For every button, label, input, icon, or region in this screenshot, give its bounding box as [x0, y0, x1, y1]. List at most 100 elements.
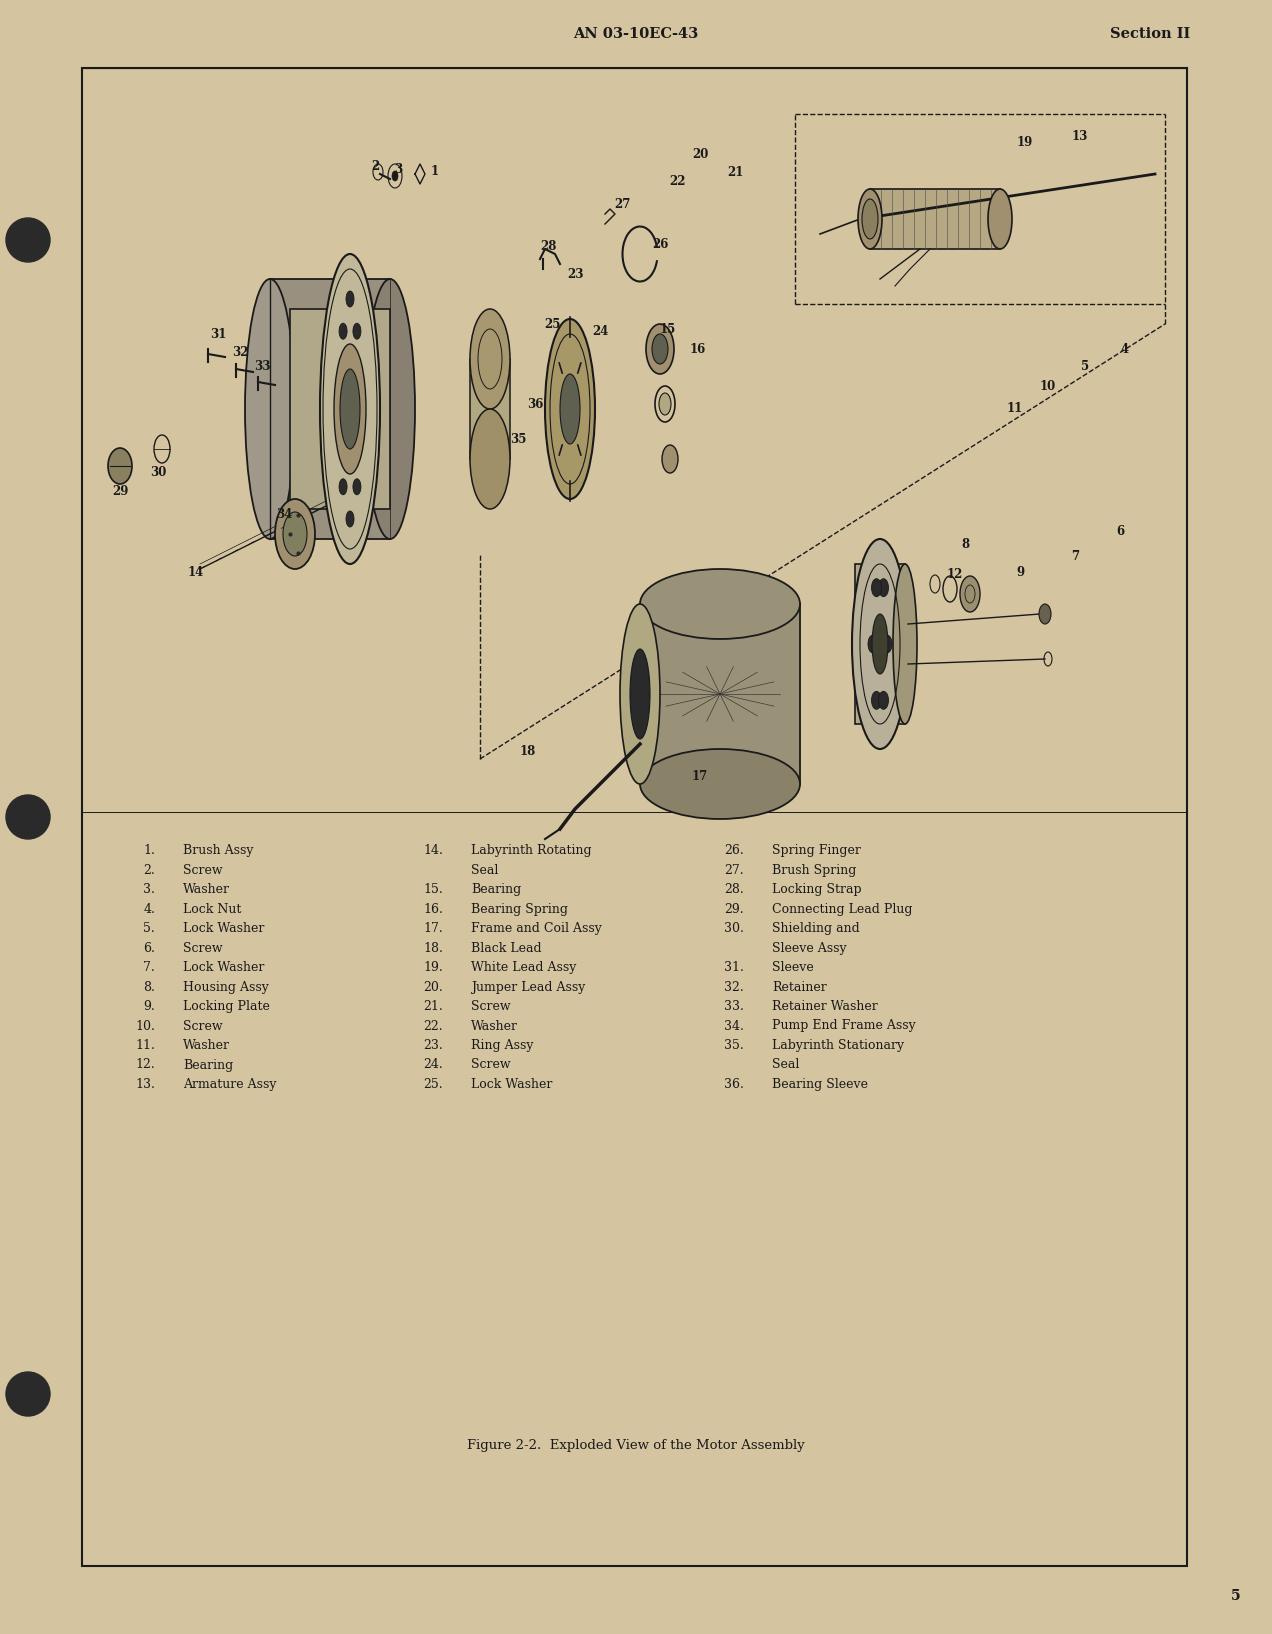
Ellipse shape: [392, 172, 398, 181]
Ellipse shape: [340, 369, 360, 449]
Ellipse shape: [346, 511, 354, 528]
Text: Sleeve Assy: Sleeve Assy: [772, 941, 847, 954]
Ellipse shape: [988, 190, 1013, 248]
Circle shape: [6, 217, 50, 261]
Text: 5: 5: [1081, 359, 1089, 373]
Text: 22.: 22.: [424, 1020, 443, 1033]
Ellipse shape: [630, 649, 650, 739]
Ellipse shape: [873, 614, 888, 673]
Ellipse shape: [893, 564, 917, 724]
Text: 13: 13: [1072, 129, 1088, 142]
Text: Pump End Frame Assy: Pump End Frame Assy: [772, 1020, 916, 1033]
Bar: [640, 605, 800, 784]
Text: 12.: 12.: [135, 1059, 155, 1072]
Text: Spring Finger: Spring Finger: [772, 845, 861, 856]
Text: 24: 24: [591, 325, 608, 338]
Ellipse shape: [852, 539, 908, 748]
Text: 19: 19: [1016, 136, 1033, 149]
Bar: [81, 69, 1187, 1565]
Text: 1.: 1.: [144, 845, 155, 856]
Text: Washer: Washer: [183, 882, 230, 895]
Ellipse shape: [619, 605, 660, 784]
Ellipse shape: [1039, 605, 1051, 624]
Text: Locking Strap: Locking Strap: [772, 882, 861, 895]
Text: Seal: Seal: [772, 1059, 799, 1072]
Text: 17.: 17.: [424, 922, 443, 935]
Ellipse shape: [871, 578, 881, 596]
Text: Bearing Spring: Bearing Spring: [471, 902, 569, 915]
Text: 21.: 21.: [424, 1000, 443, 1013]
Text: Screw: Screw: [183, 941, 223, 954]
Ellipse shape: [321, 253, 380, 564]
Text: Shielding and: Shielding and: [772, 922, 860, 935]
Bar: [870, 190, 1000, 248]
Ellipse shape: [352, 324, 361, 340]
Text: 2: 2: [371, 160, 379, 173]
Text: 25.: 25.: [424, 1078, 443, 1092]
Text: 14.: 14.: [424, 845, 443, 856]
Ellipse shape: [108, 448, 132, 484]
Text: 3.: 3.: [144, 882, 155, 895]
Text: Washer: Washer: [183, 1039, 230, 1052]
Text: Screw: Screw: [471, 1059, 510, 1072]
Text: 30.: 30.: [724, 922, 744, 935]
Text: 14: 14: [188, 565, 204, 578]
Text: 13.: 13.: [135, 1078, 155, 1092]
Text: Jumper Lead Assy: Jumper Lead Assy: [471, 980, 585, 993]
Text: Bearing: Bearing: [471, 882, 522, 895]
Bar: [270, 279, 391, 539]
Ellipse shape: [859, 190, 881, 248]
Text: 1: 1: [431, 165, 439, 178]
Text: 33.: 33.: [724, 1000, 744, 1013]
Text: Brush Spring: Brush Spring: [772, 863, 856, 876]
Ellipse shape: [352, 479, 361, 495]
Circle shape: [6, 796, 50, 838]
Text: 32.: 32.: [724, 980, 744, 993]
Text: Figure 2-2.  Exploded View of the Motor Assembly: Figure 2-2. Exploded View of the Motor A…: [467, 1440, 805, 1453]
Ellipse shape: [640, 569, 800, 639]
Text: 22: 22: [670, 175, 687, 188]
Text: 28: 28: [539, 240, 556, 253]
Text: 33: 33: [253, 359, 270, 373]
Text: 31.: 31.: [724, 961, 744, 974]
Text: 12: 12: [946, 567, 963, 580]
Ellipse shape: [879, 691, 889, 709]
Text: Locking Plate: Locking Plate: [183, 1000, 270, 1013]
Text: 27: 27: [614, 198, 630, 211]
Ellipse shape: [335, 345, 366, 474]
Text: Labyrinth Stationary: Labyrinth Stationary: [772, 1039, 904, 1052]
Ellipse shape: [469, 309, 510, 408]
Text: 16: 16: [689, 343, 706, 356]
Ellipse shape: [862, 199, 878, 239]
Text: 11: 11: [1007, 402, 1023, 415]
Text: 34: 34: [276, 508, 293, 521]
Text: Screw: Screw: [183, 1020, 223, 1033]
Text: Lock Washer: Lock Washer: [183, 961, 265, 974]
Text: 18: 18: [520, 745, 536, 758]
Ellipse shape: [960, 577, 979, 613]
Text: Lock Washer: Lock Washer: [471, 1078, 552, 1092]
Text: 20: 20: [692, 147, 709, 160]
Text: 11.: 11.: [135, 1039, 155, 1052]
Ellipse shape: [868, 636, 878, 654]
Text: 18.: 18.: [424, 941, 443, 954]
Text: 29.: 29.: [724, 902, 744, 915]
Text: 19.: 19.: [424, 961, 443, 974]
Text: 15.: 15.: [424, 882, 443, 895]
Ellipse shape: [282, 511, 307, 556]
Text: Screw: Screw: [183, 863, 223, 876]
Text: 25: 25: [544, 317, 560, 330]
Bar: [290, 309, 391, 510]
Bar: [469, 359, 510, 459]
Text: Connecting Lead Plug: Connecting Lead Plug: [772, 902, 912, 915]
Text: Sleeve: Sleeve: [772, 961, 814, 974]
Text: 20.: 20.: [424, 980, 443, 993]
Text: 16.: 16.: [424, 902, 443, 915]
Text: Housing Assy: Housing Assy: [183, 980, 268, 993]
Ellipse shape: [275, 498, 315, 569]
Text: Lock Washer: Lock Washer: [183, 922, 265, 935]
Text: 26.: 26.: [724, 845, 744, 856]
Ellipse shape: [356, 400, 364, 417]
Text: 24.: 24.: [424, 1059, 443, 1072]
Text: 8.: 8.: [144, 980, 155, 993]
